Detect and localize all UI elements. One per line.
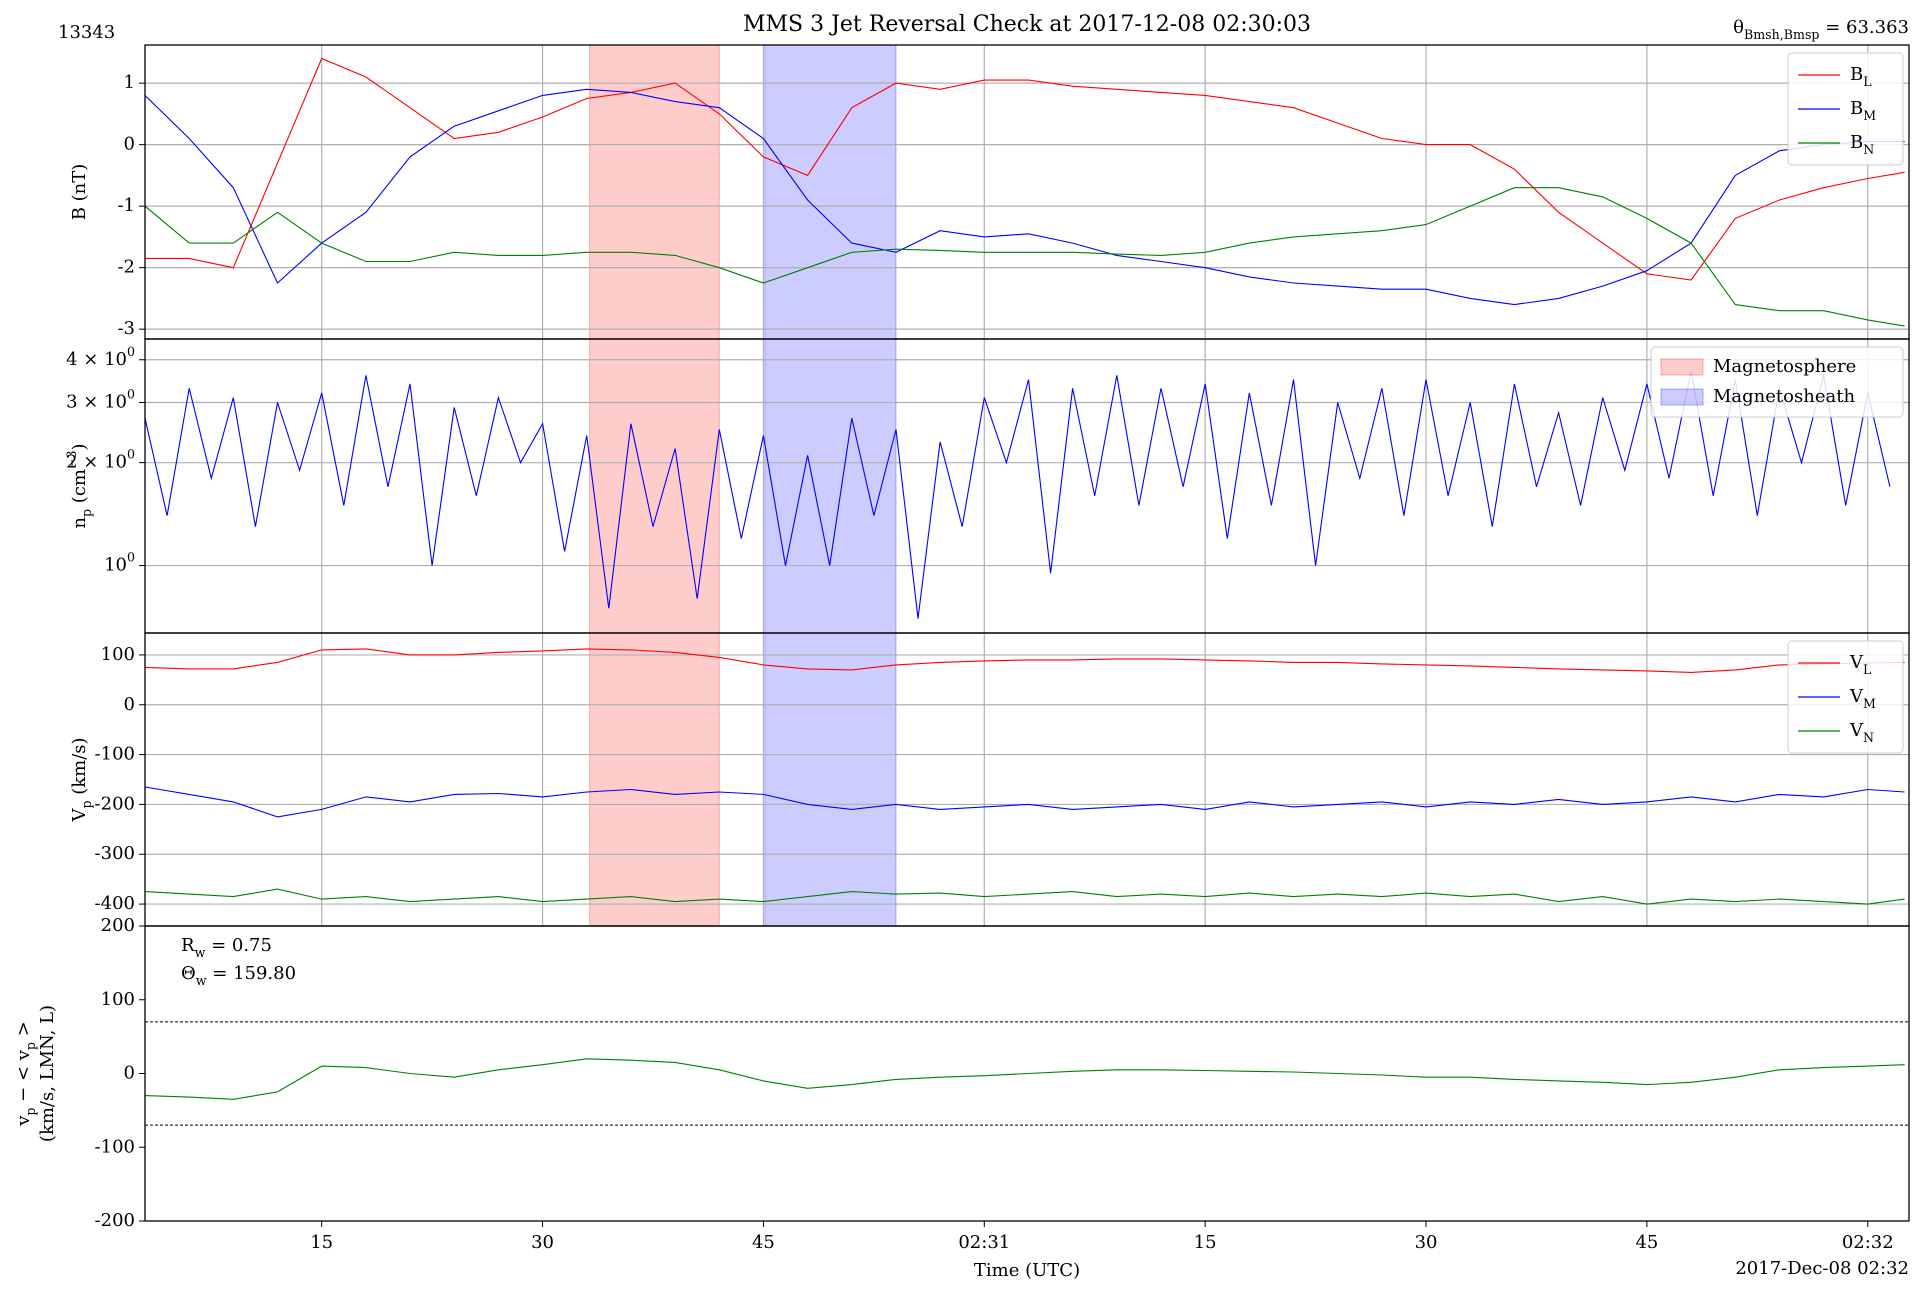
y-tick-label: 100 (101, 989, 135, 1010)
shaded-interval (589, 45, 720, 339)
y-tick-label: -400 (95, 893, 135, 914)
shaded-interval (764, 633, 897, 926)
data-line (145, 1058, 1905, 1100)
y-tick-label: -100 (95, 744, 135, 765)
legend-swatch (1660, 358, 1704, 376)
chart-title: MMS 3 Jet Reversal Check at 2017-12-08 0… (743, 12, 1311, 37)
axes-frame (144, 632, 1910, 927)
y-tick-label: -3 (117, 318, 135, 339)
shaded-interval (589, 339, 720, 633)
axes-frame (144, 338, 1910, 634)
y-tick-label: 0 (124, 1063, 135, 1084)
y-axis-label: Vp (km/s) (69, 737, 94, 822)
x-tick-label: 15 (1194, 1232, 1217, 1253)
annotation: Θw = 159.80 (181, 963, 296, 988)
legend-label: VL (1849, 652, 1872, 677)
y-tick-label: 2 × 100 (66, 447, 135, 473)
shaded-interval (764, 339, 897, 633)
y-tick-label: -200 (95, 793, 135, 814)
legend-label: BM (1850, 98, 1876, 123)
data-line (145, 648, 1905, 673)
y-tick-label: 0 (124, 694, 135, 715)
y-tick-label: 4 × 100 (66, 344, 135, 370)
y-tick-label: -300 (95, 843, 135, 864)
annotation: Rw = 0.75 (181, 935, 272, 960)
y-tick-label: 1 (124, 72, 135, 93)
y-tick-label: -2 (117, 257, 135, 278)
y-tick-label: -1 (117, 195, 135, 216)
legend-label: BL (1850, 64, 1872, 89)
x-axis-label: Time (UTC) (974, 1260, 1080, 1281)
angle-annotation: θBmsh,Bmsp = 63.363 (1733, 17, 1909, 42)
plot-area (145, 45, 1909, 339)
legend-box (1787, 640, 1904, 754)
axes-frame (144, 44, 1910, 340)
y-axis-label: vp − < vp > (13, 1021, 38, 1127)
legend-box (1787, 52, 1904, 166)
x-tick-label: 45 (752, 1232, 775, 1253)
legend-label: BN (1850, 132, 1874, 157)
y-tick-label: 100 (104, 550, 135, 576)
run-id: 13343 (58, 22, 115, 43)
shaded-interval (589, 633, 720, 926)
x-tick-label: 02:31 (958, 1232, 1010, 1253)
data-line (145, 371, 1891, 619)
y-tick-label: 3 × 100 (66, 386, 135, 412)
legend-label: Magnetosphere (1713, 356, 1856, 377)
legend-box (1650, 346, 1904, 418)
x-corner-label: 2017-Dec-08 02:32 (1735, 1258, 1909, 1279)
legend-label: Magnetosheath (1713, 386, 1855, 407)
y-tick-label: -200 (95, 1210, 135, 1231)
x-tick-label: 15 (310, 1232, 333, 1253)
legend-swatch (1660, 388, 1704, 406)
x-tick-label: 30 (1415, 1232, 1438, 1253)
legend-label: VM (1849, 686, 1876, 711)
x-tick-label: 45 (1635, 1232, 1658, 1253)
y-tick-label: 200 (101, 915, 135, 936)
y-tick-label: -100 (95, 1136, 135, 1157)
y-tick-label: 100 (101, 644, 135, 665)
data-line (145, 786, 1905, 818)
y-tick-label: 0 (124, 134, 135, 155)
plot-area (145, 339, 1909, 633)
y-axis-label: np (cm−3) (64, 443, 94, 528)
data-line (145, 88, 1905, 306)
plot-area (145, 633, 1909, 926)
data-line (145, 888, 1905, 905)
plot-area (145, 1021, 1909, 1126)
shaded-interval (764, 45, 897, 339)
y-axis-label: B (nT) (69, 164, 90, 221)
data-line (145, 187, 1905, 327)
legend-label: VN (1849, 720, 1874, 745)
x-tick-label: 02:32 (1842, 1232, 1894, 1253)
data-line (145, 57, 1905, 281)
x-tick-label: 30 (531, 1232, 554, 1253)
y-axis-label: (km/s, LMN, L) (37, 1005, 58, 1142)
